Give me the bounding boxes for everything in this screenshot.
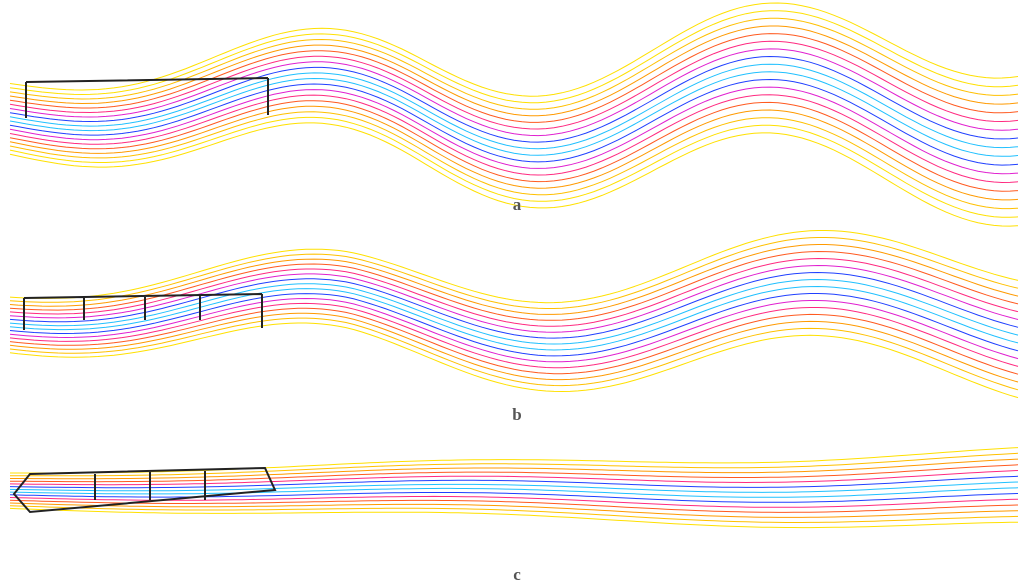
contour-line	[9, 86, 1019, 175]
contour-line	[10, 458, 1019, 480]
contour-line	[9, 312, 1019, 383]
contour-line	[9, 100, 1019, 192]
contour-line	[9, 10, 1019, 104]
panel-label: c	[513, 565, 521, 584]
contour-line	[9, 94, 1019, 184]
contour-line	[9, 33, 1019, 123]
contour-line	[9, 487, 1019, 498]
flow-fields	[9, 2, 1019, 529]
contour-line	[9, 250, 1019, 321]
contour-line	[9, 2, 1019, 97]
contour-line	[9, 293, 1019, 357]
contour-line	[9, 17, 1019, 110]
deck-outline	[25, 77, 269, 118]
deck-b	[23, 293, 263, 330]
contour-line	[9, 271, 1019, 339]
contour-line	[9, 302, 1019, 369]
contour-line	[10, 447, 1019, 474]
contour-line	[9, 111, 1019, 210]
contour-line	[9, 105, 1019, 201]
contour-line	[9, 55, 1019, 143]
contour-line	[9, 470, 1019, 486]
contour-line	[9, 464, 1019, 483]
contour-line	[9, 25, 1019, 117]
contour-line	[9, 452, 1019, 477]
deck-a	[25, 77, 269, 118]
contour-line	[9, 278, 1019, 345]
contour-line	[9, 505, 1019, 523]
contour-line	[9, 322, 1019, 399]
contour-line	[9, 40, 1019, 130]
panel-label: a	[513, 195, 522, 214]
contour-line	[9, 481, 1019, 493]
contour-line	[9, 495, 1019, 508]
contour-line	[9, 71, 1019, 157]
contour-line	[9, 475, 1019, 489]
contour-line	[9, 116, 1019, 218]
contour-line	[9, 317, 1019, 391]
contour-line	[9, 502, 1019, 518]
contour-line	[9, 264, 1019, 333]
contour-line	[9, 230, 1019, 304]
deck-outline	[12, 466, 277, 514]
contour-line	[9, 78, 1019, 166]
contour-line	[9, 244, 1019, 315]
panel-label: b	[512, 405, 521, 424]
contour-line	[9, 507, 1019, 529]
contour-line	[9, 48, 1019, 137]
contour-line	[9, 122, 1019, 227]
contour-line	[9, 285, 1019, 351]
contour-line	[9, 297, 1019, 363]
contour-line	[9, 499, 1019, 513]
deck-outline	[23, 293, 263, 330]
contour-line	[9, 307, 1019, 375]
contour-line	[9, 492, 1019, 503]
contour-line	[9, 63, 1019, 150]
deck-c	[12, 466, 277, 514]
contour-line	[9, 237, 1019, 309]
